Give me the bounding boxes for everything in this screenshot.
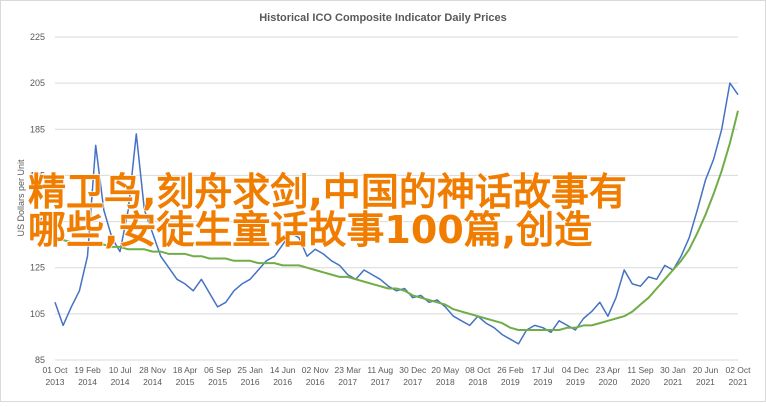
y-tick-label: 105 bbox=[30, 309, 45, 319]
x-tick-label: 28 Nov 2014 bbox=[139, 365, 167, 387]
overlay-text: 哪些,安徒生童话故事100篇,创造 bbox=[28, 208, 592, 252]
chart-title: Historical ICO Composite Indicator Daily… bbox=[259, 12, 507, 24]
x-tick-label: 10 Jul 2014 bbox=[109, 365, 132, 387]
x-tick-label: 04 Dec 2019 bbox=[562, 365, 590, 387]
x-tick-label: 02 Nov 2016 bbox=[302, 365, 330, 387]
x-tick-label: 25 Jan 2016 bbox=[237, 365, 263, 387]
series-line bbox=[54, 82, 739, 345]
x-tick-label: 19 Feb 2014 bbox=[74, 365, 101, 387]
x-tick-label: 20 Jun 2021 bbox=[693, 365, 719, 387]
x-tick-label: 02 Oct 2021 bbox=[725, 365, 751, 387]
y-tick-label: 225 bbox=[30, 32, 45, 42]
y-tick-label: 125 bbox=[30, 263, 45, 273]
x-tick-label: 14 Jun 2016 bbox=[270, 365, 296, 387]
x-tick-label: 23 Apr 2020 bbox=[596, 365, 621, 387]
series-line bbox=[55, 110, 739, 331]
x-tick-label: 20 May 2018 bbox=[431, 365, 460, 387]
y-tick-label: 185 bbox=[30, 124, 45, 134]
y-tick-label: 165 bbox=[30, 170, 45, 180]
x-tick-label: 11 Aug 2017 bbox=[367, 365, 393, 387]
x-tick-label: 26 Feb 2019 bbox=[497, 365, 524, 387]
x-tick-label: 17 Jul 2019 bbox=[532, 365, 555, 387]
x-tick-label: 30 Dec 2017 bbox=[399, 365, 427, 387]
x-tick-label: 23 Mar 2017 bbox=[334, 365, 361, 387]
y-tick-label: 85 bbox=[35, 355, 45, 365]
x-tick-label: 18 Apr 2015 bbox=[173, 365, 198, 387]
x-tick-label: 30 Jan 2021 bbox=[660, 365, 686, 387]
x-tick-label: 06 Sep 2015 bbox=[204, 365, 231, 387]
x-tick-label: 01 Oct 2013 bbox=[42, 365, 68, 387]
y-axis-label: US Dollars per Unit bbox=[16, 159, 26, 237]
y-tick-label: 145 bbox=[30, 217, 45, 227]
x-tick-label: 08 Oct 2018 bbox=[465, 365, 491, 387]
x-tick-label: 11 Sep 2020 bbox=[627, 365, 654, 387]
overlay-text: 精卫鸟,刻舟求剑,中国的神话故事有 bbox=[28, 170, 627, 214]
y-tick-label: 205 bbox=[30, 78, 45, 88]
